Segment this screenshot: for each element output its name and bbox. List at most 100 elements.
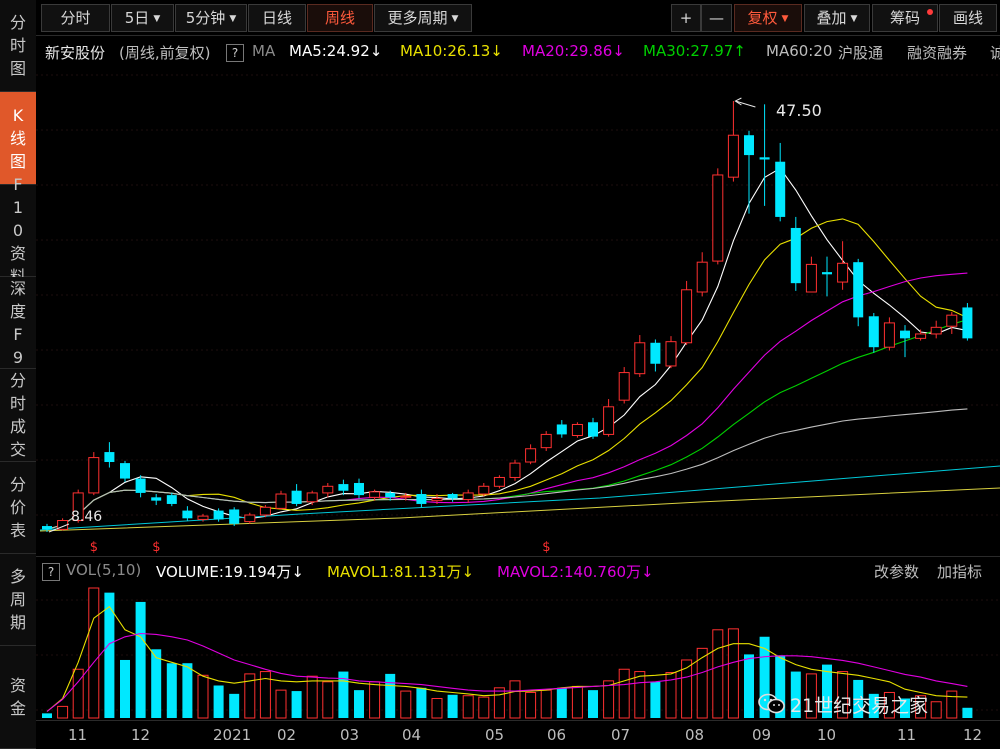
candle-body: [712, 174, 724, 262]
sidebar-item-7[interactable]: 多周期: [0, 554, 36, 646]
volume-bar: [229, 693, 240, 718]
tab-4[interactable]: 日线: [248, 4, 306, 32]
volume-bar: [354, 690, 364, 718]
edit-params-button[interactable]: 改参数: [874, 563, 920, 581]
candle-body: [853, 262, 864, 318]
candle-body: [197, 515, 209, 520]
volume-bar: [790, 671, 801, 718]
truncated-link[interactable]: 诚: [990, 44, 1000, 62]
volume-bar: [447, 694, 458, 718]
candle-body: [478, 485, 490, 495]
sidebar-item-label: 分价表: [9, 475, 26, 540]
x-axis-label: 10: [817, 726, 837, 744]
volume-bar: [696, 647, 708, 719]
volume-bar: [197, 674, 209, 719]
sidebar-item-6[interactable]: 分价表: [0, 462, 36, 554]
volume-bar: [775, 655, 786, 718]
sidebar-item-1[interactable]: 分时图: [0, 0, 36, 92]
zoom-in-button[interactable]: +: [671, 4, 701, 32]
ma60-value: MA60:20: [766, 42, 833, 60]
button-label: 筹码: [889, 9, 920, 27]
candle-body: [182, 510, 193, 519]
sidebar-item-label: K线图: [9, 105, 26, 171]
candle-body: [650, 342, 661, 364]
mavol2-line: [46, 632, 968, 712]
candle-body: [447, 494, 458, 499]
tab-6[interactable]: 更多周期 ▼: [374, 4, 472, 32]
candle-body: [696, 261, 708, 293]
volume-bar: [275, 689, 287, 719]
tab-5[interactable]: 周线: [307, 4, 373, 32]
ma-help-button[interactable]: ?: [226, 44, 244, 62]
ma10-line: [46, 218, 968, 530]
zoom-out-button[interactable]: —: [701, 4, 732, 32]
candle-body: [493, 476, 505, 487]
candle-body: [759, 157, 770, 160]
volume-bar: [962, 707, 973, 718]
volume-bar: [104, 592, 115, 718]
margin-trading-link[interactable]: 融资融券: [907, 44, 968, 62]
candle-body: [727, 134, 739, 178]
candle-body: [744, 135, 754, 156]
volume-bar: [805, 673, 817, 719]
toolbar-button-2[interactable]: 叠加 ▼: [804, 4, 870, 32]
add-indicator-button[interactable]: 加指标: [937, 563, 983, 581]
candle-body: [431, 497, 443, 502]
volume-bar: [42, 713, 52, 718]
volume-bar: [868, 693, 879, 718]
up-arrow-icon: ↑: [733, 42, 746, 60]
sidebar-item-label: 分时图: [9, 13, 26, 78]
sidebar-item-5[interactable]: 分时成交: [0, 369, 36, 462]
candle-body: [462, 492, 474, 501]
volume-bar: [322, 681, 334, 719]
volume-bar: [853, 679, 864, 718]
volume-bar: [650, 681, 661, 718]
candle-body: [775, 161, 786, 217]
watermark-text: 21世纪交易之家: [790, 695, 929, 717]
hk-connect-link[interactable]: 沪股通: [838, 44, 884, 62]
sidebar-item-3[interactable]: F10资料: [0, 175, 36, 286]
volume-bar: [540, 689, 552, 719]
volume-bar: [291, 691, 302, 718]
volume-bar: [400, 690, 412, 719]
tab-2[interactable]: 5日 ▼: [111, 4, 174, 32]
sidebar-item-4[interactable]: 深度F9: [0, 277, 36, 369]
chevron-down-icon: ▼: [229, 14, 237, 24]
tab-1[interactable]: 分时: [41, 4, 110, 32]
volume-bar: [493, 687, 505, 719]
candle-body: [400, 495, 412, 498]
candle-body: [509, 462, 521, 478]
candle-body: [275, 493, 287, 509]
volume-bar: [244, 673, 256, 719]
high-price-label: 47.50: [776, 101, 822, 120]
candle-body: [306, 492, 318, 503]
volume-bar: [213, 685, 224, 718]
long-ma-line-1: [39, 465, 1000, 531]
toolbar-button-1[interactable]: 复权 ▼: [734, 4, 802, 32]
candle-body: [915, 333, 927, 339]
candle-body: [868, 316, 879, 348]
volume-bar: [634, 671, 646, 719]
down-arrow-icon: ↓: [612, 42, 625, 60]
vol-help-button[interactable]: ?: [42, 563, 60, 581]
toolbar-button-4[interactable]: 画线: [939, 4, 997, 32]
candle-body: [634, 342, 646, 375]
chevron-down-icon: ▼: [153, 14, 161, 24]
candle-body: [416, 494, 427, 504]
sidebar-item-2[interactable]: K线图: [0, 92, 36, 185]
sidebar-item-8[interactable]: 资金: [0, 646, 36, 749]
tab-3[interactable]: 5分钟 ▼: [175, 4, 247, 32]
candle-body: [354, 482, 364, 496]
sidebar-item-label: 分时成交: [9, 371, 26, 459]
volume-bar: [665, 672, 677, 719]
candle-body: [556, 424, 567, 435]
tab-label: 更多周期: [387, 9, 448, 27]
sidebar-item-label: 资金: [9, 676, 26, 718]
ma60-line: [46, 408, 968, 530]
volume-bar: [556, 687, 567, 718]
x-axis-label: 03: [340, 726, 360, 744]
candle-body: [72, 492, 84, 522]
tab-label: 周线: [324, 9, 355, 27]
toolbar-button-3[interactable]: 筹码: [872, 4, 938, 32]
